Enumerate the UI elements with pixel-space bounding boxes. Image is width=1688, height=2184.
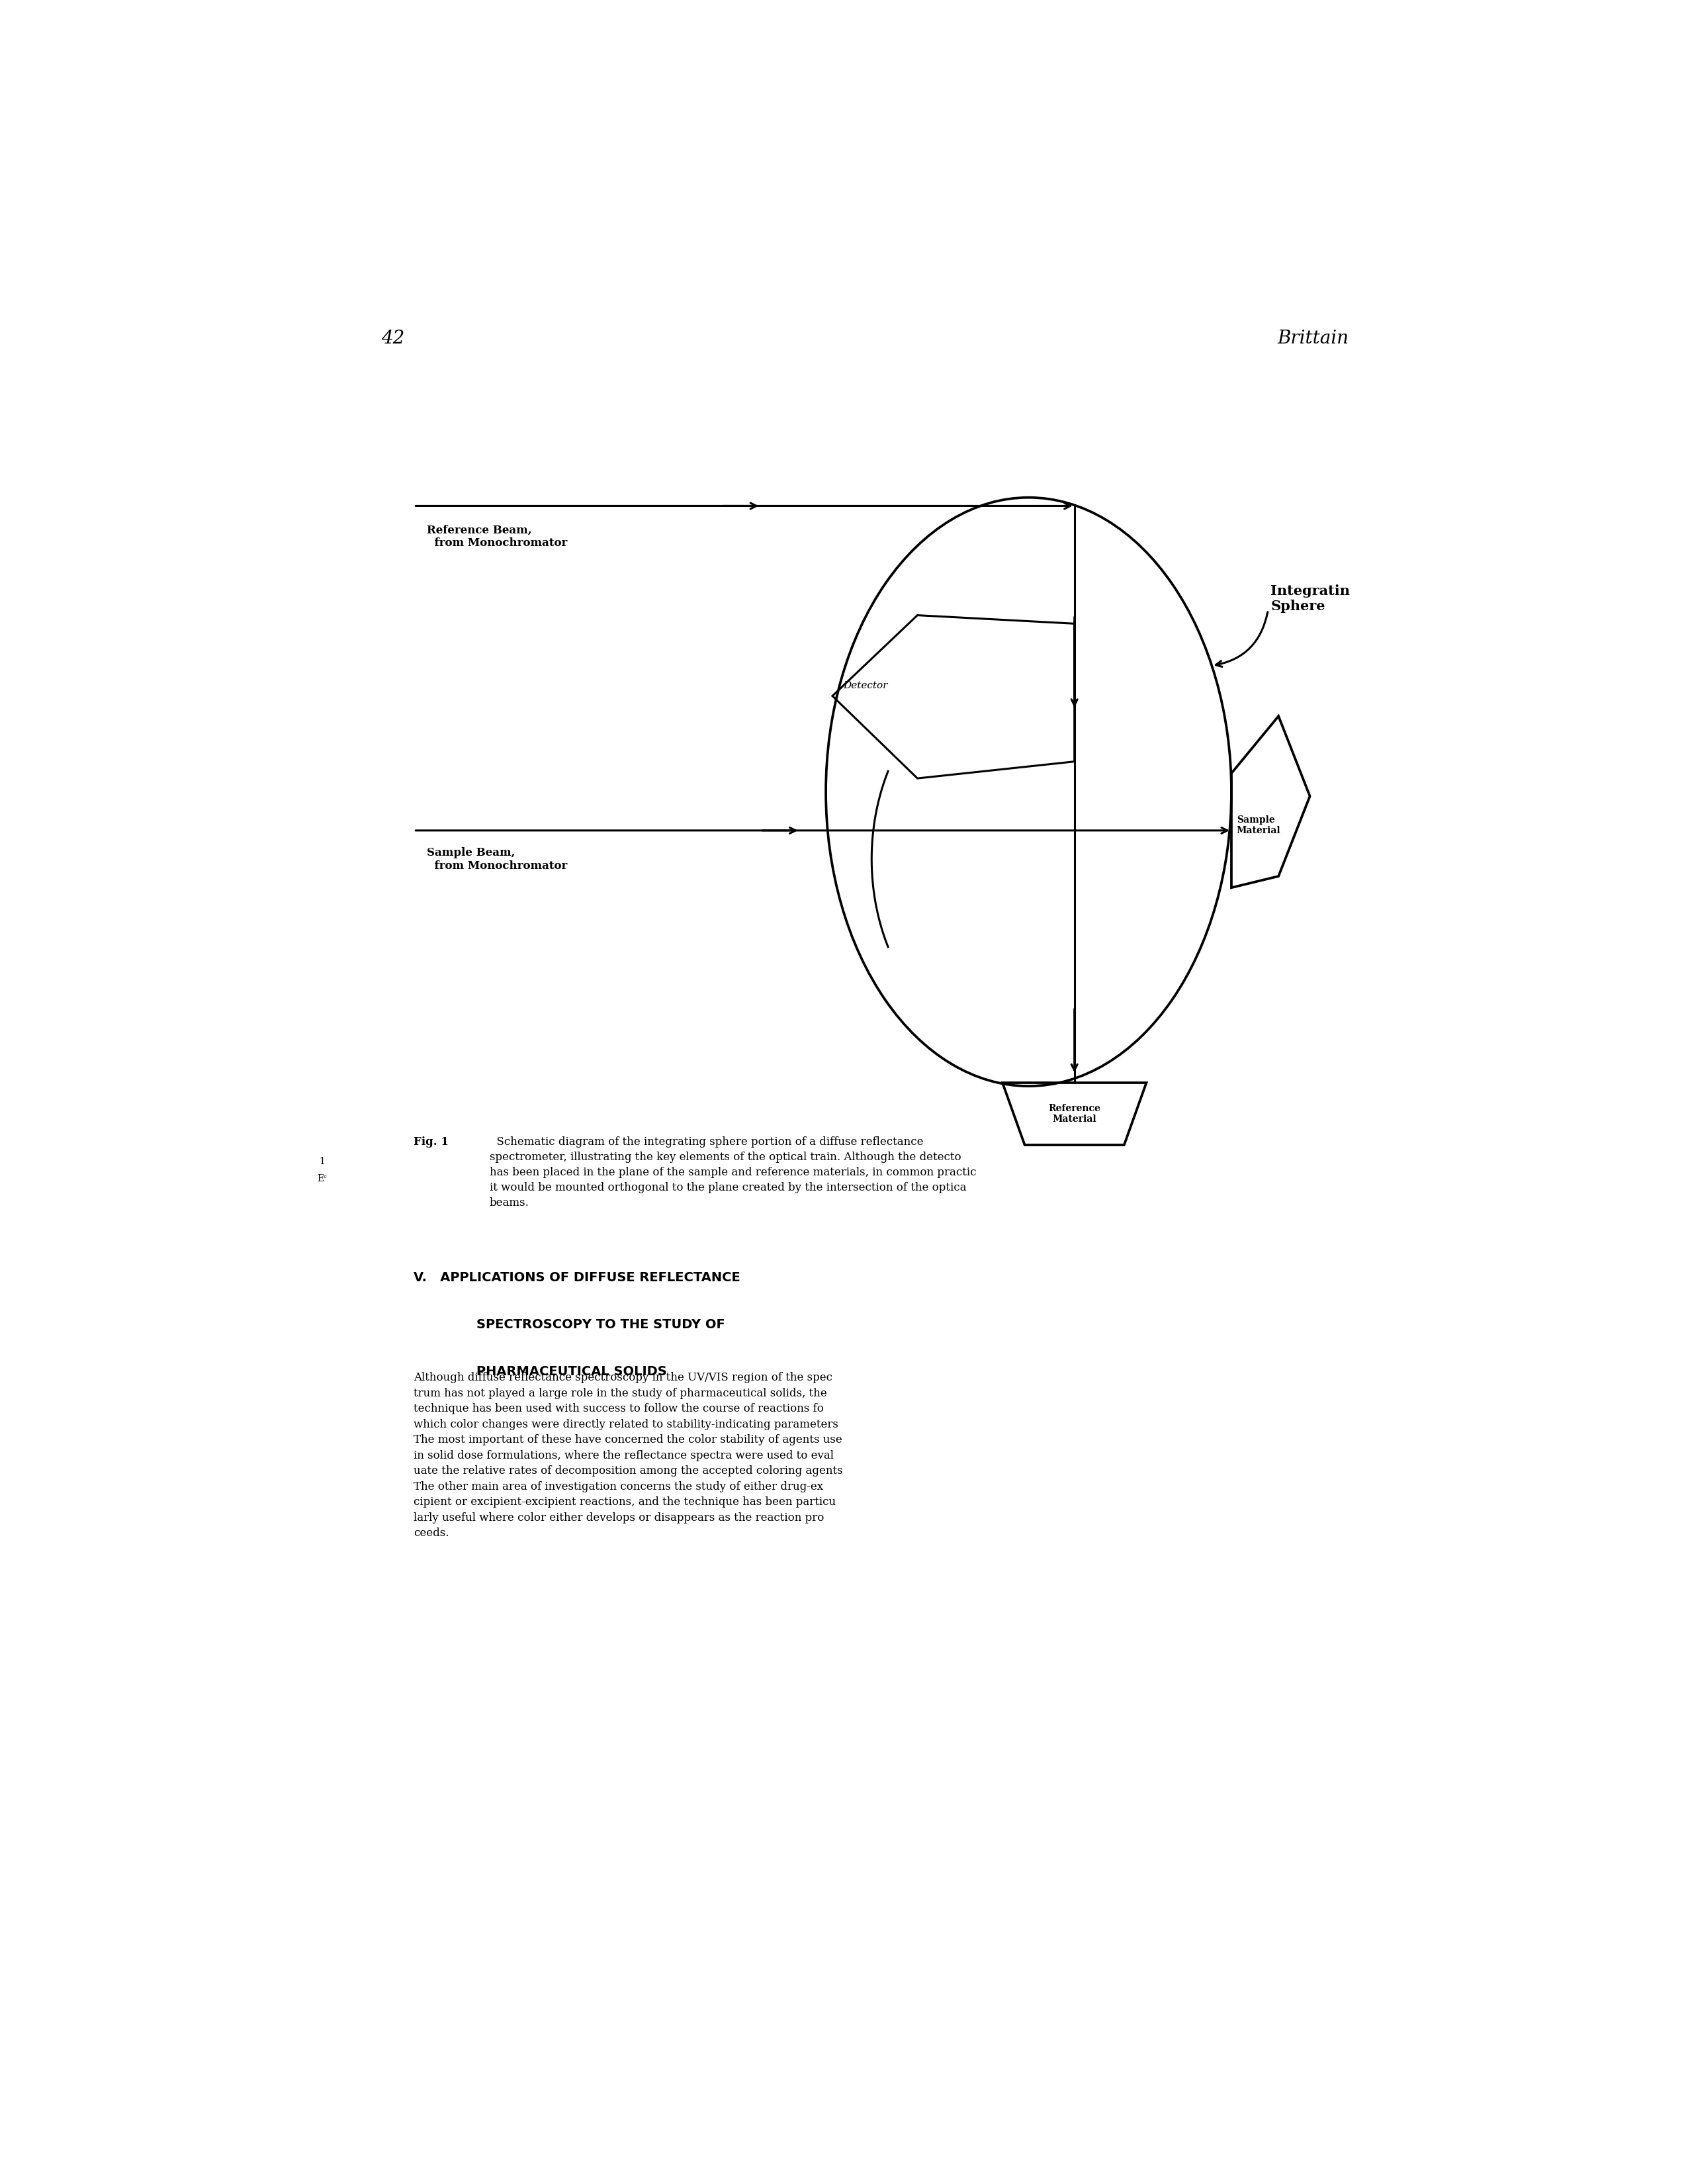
Text: Sample
Material: Sample Material (1237, 815, 1281, 836)
Text: Fig. 1: Fig. 1 (414, 1136, 449, 1149)
Text: Integratin
Sphere: Integratin Sphere (1271, 583, 1350, 614)
Text: 1: 1 (319, 1158, 326, 1166)
Text: Schematic diagram of the integrating sphere portion of a diffuse reflectance
spe: Schematic diagram of the integrating sph… (490, 1136, 976, 1208)
Text: Sample Beam,
  from Monochromator: Sample Beam, from Monochromator (427, 847, 567, 871)
Text: Brittain: Brittain (1278, 330, 1349, 347)
Text: PHARMACEUTICAL SOLIDS: PHARMACEUTICAL SOLIDS (476, 1365, 667, 1378)
Text: Reference
Material: Reference Material (1048, 1103, 1101, 1125)
Text: 42: 42 (381, 330, 405, 347)
Text: V.   APPLICATIONS OF DIFFUSE REFLECTANCE: V. APPLICATIONS OF DIFFUSE REFLECTANCE (414, 1271, 741, 1284)
Text: Eᶜ: Eᶜ (317, 1175, 327, 1184)
Text: Reference Beam,
  from Monochromator: Reference Beam, from Monochromator (427, 524, 567, 548)
Text: Although diffuse reflectance spectroscopy in the UV/VIS region of the spec
trum : Although diffuse reflectance spectroscop… (414, 1372, 842, 1540)
Text: SPECTROSCOPY TO THE STUDY OF: SPECTROSCOPY TO THE STUDY OF (476, 1319, 726, 1330)
Text: Detector: Detector (842, 681, 888, 690)
